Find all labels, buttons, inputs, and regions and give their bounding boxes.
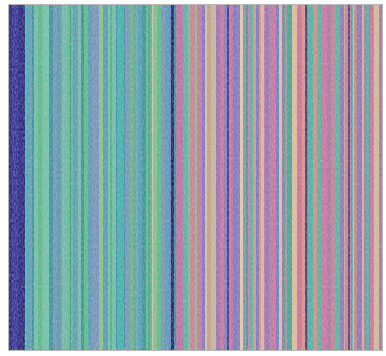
page: Image {} html, body { margin: 0; padding… [0,0,386,356]
noise-overlay [9,5,382,350]
page-body: (() => { JSON.parse(document.getElementB… [0,0,386,356]
glitch-image [0,0,386,356]
